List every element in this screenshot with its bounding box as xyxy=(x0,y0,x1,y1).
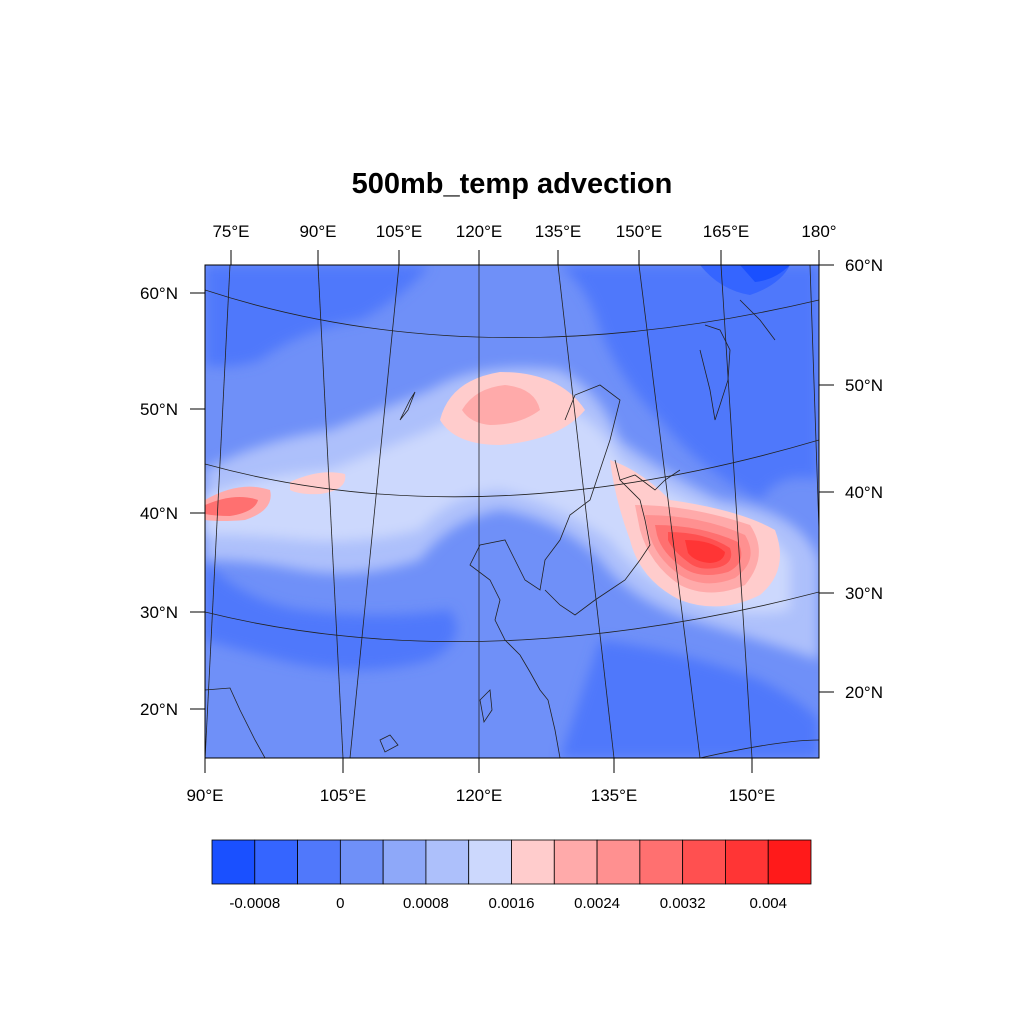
left-lat-label: 50°N xyxy=(140,400,178,419)
colorbar-tick-label: 0.0024 xyxy=(574,895,620,912)
right-lat-label: 60°N xyxy=(845,256,883,275)
right-lat-label: 50°N xyxy=(845,376,883,395)
top-lon-label: 165°E xyxy=(703,222,750,241)
colorbar-swatch xyxy=(767,839,812,885)
top-lon-label: 105°E xyxy=(376,222,423,241)
top-lon-label: 75°E xyxy=(212,222,249,241)
top-lon-label: 135°E xyxy=(535,222,582,241)
top-lon-label: 90°E xyxy=(299,222,336,241)
colorbar-tick-label: 0.0016 xyxy=(489,895,535,912)
top-lon-label: 150°E xyxy=(616,222,663,241)
colorbar-swatch xyxy=(682,839,726,885)
colorbar-swatch xyxy=(596,839,641,885)
left-lat-label: 60°N xyxy=(140,284,178,303)
left-lat-label: 30°N xyxy=(140,603,178,622)
bottom-lon-label: 105°E xyxy=(320,786,367,805)
right-lat-label: 40°N xyxy=(845,483,883,502)
colorbar-tick-label: 0.004 xyxy=(749,895,787,912)
temp-advection-field xyxy=(205,265,819,758)
left-lat-label: 20°N xyxy=(140,700,178,719)
colorbar-tick-label: 0.0032 xyxy=(660,895,706,912)
colorbar-tick-label: 0.0008 xyxy=(403,895,449,912)
colorbar-swatch xyxy=(211,839,256,885)
right-lat-label: 30°N xyxy=(845,584,883,603)
colorbar-swatch xyxy=(468,839,512,885)
colorbar-tick-label: -0.0008 xyxy=(229,895,280,912)
left-lat-label: 40°N xyxy=(140,504,178,523)
bottom-lon-label: 135°E xyxy=(591,786,638,805)
colorbar-swatch xyxy=(254,839,298,885)
map-title: 500mb_temp advection xyxy=(351,168,673,200)
colorbar-swatch xyxy=(511,839,555,885)
right-lat-label: 20°N xyxy=(845,683,883,702)
bottom-lon-label: 150°E xyxy=(729,786,776,805)
colorbar-swatch xyxy=(425,839,470,885)
colorbar-swatch xyxy=(639,839,684,885)
bottom-lon-label: 90°E xyxy=(186,786,223,805)
colorbar-tick-label: 0 xyxy=(336,895,344,912)
colorbar-swatch xyxy=(339,839,384,885)
colorbar xyxy=(211,839,812,885)
colorbar-labels: -0.0008 0 0.0008 0.0016 0.0024 0.0032 0.004 xyxy=(229,895,787,912)
top-lon-label: 180° xyxy=(801,222,836,241)
colorbar-swatch xyxy=(382,839,427,885)
colorbar-swatch xyxy=(725,839,769,885)
colorbar-swatch xyxy=(297,839,341,885)
colorbar-swatch xyxy=(553,839,598,885)
top-lon-label: 120°E xyxy=(456,222,503,241)
bottom-lon-label: 120°E xyxy=(456,786,503,805)
